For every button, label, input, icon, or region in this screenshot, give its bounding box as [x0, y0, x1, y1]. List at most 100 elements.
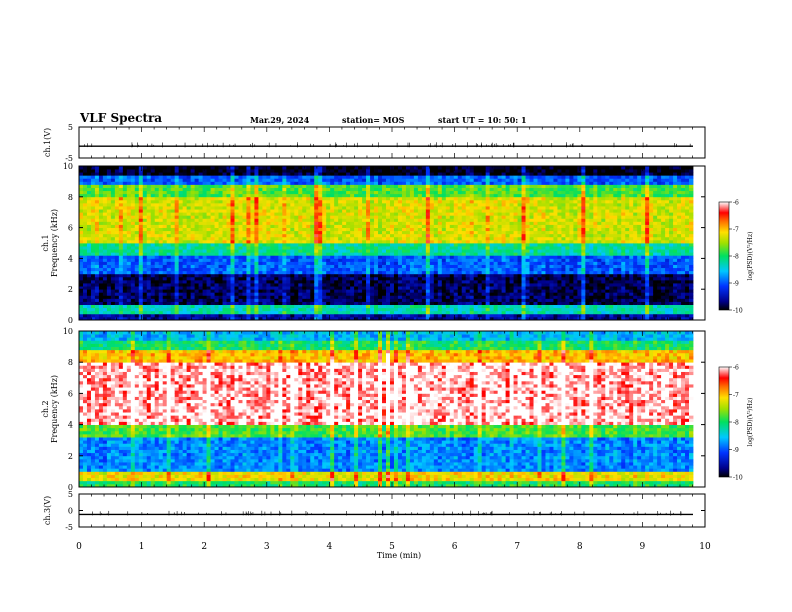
spectrogram-cell	[449, 295, 455, 299]
spectrogram-cell	[413, 270, 419, 275]
spectrogram-cell	[130, 169, 136, 173]
spectrogram-cell	[397, 196, 403, 201]
spectrogram-cell	[378, 178, 383, 182]
spectrogram-cell	[194, 286, 200, 290]
spectrogram-cell	[330, 243, 335, 247]
spectrogram-cell	[142, 224, 148, 228]
spectrogram-cell	[238, 267, 243, 272]
spectrogram-cell	[198, 286, 203, 290]
spectrogram-cell	[306, 261, 311, 265]
spectrogram-cell	[182, 187, 188, 192]
spectrogram-cell	[86, 172, 92, 176]
spectrogram-cell	[238, 301, 243, 305]
spectrogram-cell	[290, 255, 295, 259]
spectrogram-cell	[433, 261, 439, 265]
spectrogram-cell	[298, 258, 303, 262]
spectrogram-cell	[114, 239, 120, 244]
spectrogram-cell	[214, 292, 219, 296]
spectrogram-cell	[190, 206, 196, 210]
spectrogram-cell	[417, 227, 423, 232]
spectrogram-cell	[98, 295, 104, 299]
spectrogram-cell	[306, 178, 311, 182]
spectrogram-cell	[278, 243, 283, 247]
spectrogram-cell	[206, 202, 211, 207]
spectrogram-cell	[389, 172, 395, 176]
spectrogram-cell	[206, 279, 211, 284]
spectrogram-cell	[386, 190, 391, 195]
spectrogram-cell	[370, 215, 375, 219]
spectrogram-cell	[354, 199, 359, 204]
spectrogram-cell	[465, 258, 471, 262]
spectrogram-cell	[262, 178, 267, 182]
spectrogram-cell	[174, 270, 180, 275]
spectrogram-cell	[445, 236, 451, 241]
spectrogram-cell	[238, 224, 243, 228]
spectrogram-cell	[230, 298, 235, 302]
spectrogram-cell	[230, 184, 235, 188]
spectrogram-cell	[405, 261, 411, 265]
spectrogram-cell	[170, 218, 176, 222]
spectrogram-cell	[146, 270, 152, 275]
spectrogram-cell	[246, 267, 251, 272]
spectrogram-cell	[226, 169, 231, 173]
spectrogram-cell	[393, 212, 399, 216]
spectrogram-cell	[286, 218, 291, 222]
spectrogram-cell	[433, 249, 439, 253]
spectrogram-cell	[122, 316, 128, 321]
spectrogram-cell	[282, 172, 287, 176]
spectrogram-cell	[298, 172, 303, 176]
spectrogram-cell	[445, 175, 451, 179]
spectrogram-cell	[234, 301, 239, 305]
spectrogram-cell	[441, 258, 447, 262]
spectrogram-cell	[198, 298, 203, 302]
spectrogram-cell	[130, 255, 136, 259]
spectrogram-cell	[417, 264, 423, 269]
spectrogram-cell	[118, 224, 124, 228]
spectrogram-cell	[90, 289, 96, 293]
spectrogram-cell	[378, 215, 383, 219]
spectrogram-cell	[374, 307, 379, 312]
spectrogram-cell	[441, 236, 447, 241]
spectrogram-cell	[362, 304, 367, 309]
spectrogram-cell	[441, 209, 447, 213]
spectrogram-cell	[334, 267, 339, 272]
spectrogram-cell	[386, 239, 391, 244]
spectrogram-cell	[326, 230, 331, 235]
spectrogram-cell	[354, 218, 359, 222]
spectrogram-cell	[314, 298, 319, 302]
spectrogram-cell	[118, 233, 124, 238]
spectrogram-cell	[429, 209, 435, 213]
spectrogram-cell	[290, 270, 295, 275]
spectrogram-cell	[178, 206, 184, 210]
spectrogram-cell	[246, 221, 251, 225]
spectrogram-cell	[206, 178, 211, 182]
spectrogram-cell	[397, 267, 403, 272]
spectrogram-cell	[334, 169, 339, 173]
spectrogram-cell	[318, 172, 323, 176]
spectrogram-cell	[449, 181, 455, 185]
spectrogram-cell	[326, 246, 331, 250]
spectrogram-cell	[214, 264, 219, 269]
spectrogram-cell	[130, 289, 136, 293]
spectrogram-cell	[322, 292, 327, 296]
spectrogram-cell	[134, 273, 140, 278]
spectrogram-cell	[242, 224, 247, 228]
spectrogram-cell	[210, 221, 215, 225]
spectrogram-cell	[262, 249, 267, 253]
spectrogram-cell	[110, 224, 116, 228]
spectrogram-cell	[413, 252, 419, 256]
spectrogram-cell	[278, 230, 283, 235]
spectrogram-cell	[338, 270, 343, 275]
spectrogram-cell	[314, 227, 319, 232]
spectrogram-cell	[421, 224, 427, 228]
spectrogram-cell	[134, 239, 140, 244]
spectrogram-cell	[266, 298, 271, 302]
spectrogram-cell	[358, 270, 363, 275]
spectrogram-cell	[126, 258, 132, 262]
spectrogram-cell	[358, 243, 363, 247]
spectrogram-cell	[118, 199, 124, 204]
spectrogram-cell	[397, 215, 403, 219]
spectrogram-cell	[110, 249, 116, 253]
spectrogram-cell	[194, 313, 200, 318]
spectrogram-cell	[389, 276, 395, 281]
